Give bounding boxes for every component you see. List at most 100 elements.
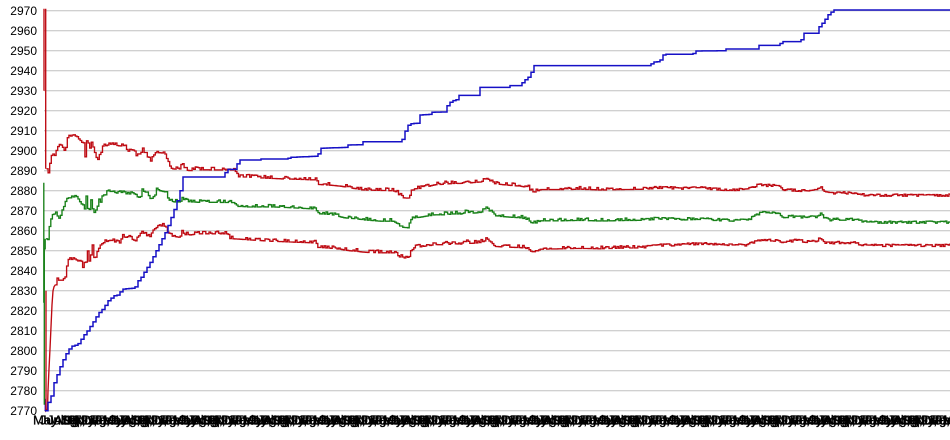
svg-text:2910: 2910 bbox=[10, 124, 37, 138]
svg-text:Jul 17,: Jul 17, bbox=[47, 413, 85, 428]
svg-text:Dec 9y,: Dec 9y, bbox=[572, 413, 615, 428]
svg-text:Aug 9y,: Aug 9y, bbox=[264, 413, 307, 428]
svg-text:Feb 9g,: Feb 9g, bbox=[656, 413, 700, 428]
svg-text:May 19,: May 19, bbox=[313, 413, 359, 428]
svg-text:Jun 9g,: Jun 9g, bbox=[390, 413, 433, 428]
svg-text:May 19,: May 19, bbox=[873, 413, 919, 428]
svg-text:Aug 9y,: Aug 9y, bbox=[124, 413, 167, 428]
svg-text:Sep 19,: Sep 19, bbox=[761, 413, 806, 428]
svg-text:2810: 2810 bbox=[10, 324, 37, 338]
svg-text:Oct 7g,: Oct 7g, bbox=[208, 413, 250, 428]
svg-text:May 19,: May 19, bbox=[943, 413, 950, 428]
svg-text:Oct 7g,: Oct 7g, bbox=[488, 413, 530, 428]
svg-text:Feb 9g,: Feb 9g, bbox=[96, 413, 140, 428]
svg-text:Jun 9g,: Jun 9g, bbox=[110, 413, 153, 428]
svg-text:2820: 2820 bbox=[10, 304, 37, 318]
svg-text:Nov 19,: Nov 19, bbox=[425, 413, 470, 428]
svg-text:Jan 17,: Jan 17, bbox=[649, 413, 692, 428]
svg-text:2860: 2860 bbox=[10, 224, 37, 238]
svg-text:Sep 19,: Sep 19, bbox=[621, 413, 666, 428]
svg-text:Jun 9g,: Jun 9g, bbox=[740, 413, 783, 428]
svg-text:Dec 9y,: Dec 9y, bbox=[362, 413, 405, 428]
svg-text:Nov 19,: Nov 19, bbox=[565, 413, 610, 428]
svg-text:Oct 7g,: Oct 7g, bbox=[278, 413, 320, 428]
svg-text:Aug 9y,: Aug 9y, bbox=[894, 413, 937, 428]
svg-text:Feb 9g,: Feb 9g, bbox=[726, 413, 770, 428]
svg-text:Nov 19,: Nov 19, bbox=[215, 413, 260, 428]
svg-text:Jan 17,: Jan 17, bbox=[509, 413, 552, 428]
svg-text:2930: 2930 bbox=[10, 84, 37, 98]
svg-text:Dec 9y,: Dec 9y, bbox=[292, 413, 335, 428]
svg-text:Nov 19,: Nov 19, bbox=[775, 413, 820, 428]
svg-text:May 19,: May 19, bbox=[453, 413, 499, 428]
svg-text:Jul 17,: Jul 17, bbox=[327, 413, 365, 428]
svg-text:Jan 17,: Jan 17, bbox=[229, 413, 272, 428]
svg-text:Oct 7g,: Oct 7g, bbox=[558, 413, 600, 428]
svg-text:2920: 2920 bbox=[10, 104, 37, 118]
svg-text:May 19,: May 19, bbox=[733, 413, 779, 428]
svg-text:Jun 9g,: Jun 9g, bbox=[600, 413, 643, 428]
svg-text:Nov 19,: Nov 19, bbox=[635, 413, 680, 428]
svg-text:Oct 7g,: Oct 7g, bbox=[138, 413, 180, 428]
svg-text:Dec 9y,: Dec 9y, bbox=[222, 413, 265, 428]
svg-text:Feb 9g,: Feb 9g, bbox=[166, 413, 210, 428]
svg-text:Feb 9g,: Feb 9g, bbox=[376, 413, 420, 428]
svg-text:Jun 9g,: Jun 9g, bbox=[40, 413, 83, 428]
svg-text:2780: 2780 bbox=[10, 384, 37, 398]
svg-text:May 19,: May 19, bbox=[803, 413, 849, 428]
svg-text:Jul 17,: Jul 17, bbox=[817, 413, 855, 428]
svg-text:Oct 7g,: Oct 7g, bbox=[628, 413, 670, 428]
svg-text:Oct 7g,: Oct 7g, bbox=[908, 413, 950, 428]
svg-text:Jul 17,: Jul 17, bbox=[677, 413, 715, 428]
svg-text:Nov 19,: Nov 19, bbox=[145, 413, 190, 428]
svg-text:Dec 9y,: Dec 9y, bbox=[922, 413, 950, 428]
svg-text:Jun 9g,: Jun 9g, bbox=[670, 413, 713, 428]
svg-text:Nov 19,: Nov 19, bbox=[75, 413, 120, 428]
svg-text:Sep 19,: Sep 19, bbox=[691, 413, 736, 428]
svg-text:Feb 9g,: Feb 9g, bbox=[586, 413, 630, 428]
svg-text:Feb 9g,: Feb 9g, bbox=[236, 413, 280, 428]
svg-text:Nov 19,: Nov 19, bbox=[705, 413, 750, 428]
svg-text:Feb 9g,: Feb 9g, bbox=[796, 413, 840, 428]
svg-text:Aug 9y,: Aug 9y, bbox=[404, 413, 447, 428]
svg-text:Jan 17,: Jan 17, bbox=[159, 413, 202, 428]
svg-text:Oct 7g,: Oct 7g, bbox=[418, 413, 460, 428]
svg-text:Jan 17,: Jan 17, bbox=[299, 413, 342, 428]
svg-text:Sep 19,: Sep 19, bbox=[271, 413, 316, 428]
svg-text:Aug 9y,: Aug 9y, bbox=[754, 413, 797, 428]
svg-text:Nov 19,: Nov 19, bbox=[285, 413, 330, 428]
svg-text:Oct 7g,: Oct 7g, bbox=[698, 413, 740, 428]
svg-text:2870: 2870 bbox=[10, 204, 37, 218]
svg-text:Jun 9g,: Jun 9g, bbox=[530, 413, 573, 428]
svg-text:Oct 7g,: Oct 7g, bbox=[838, 413, 880, 428]
svg-text:Jan 17,: Jan 17, bbox=[719, 413, 762, 428]
svg-text:Dec 9y,: Dec 9y, bbox=[852, 413, 895, 428]
svg-text:2960: 2960 bbox=[10, 24, 37, 38]
svg-text:2850: 2850 bbox=[10, 244, 37, 258]
svg-text:Sep 19,: Sep 19, bbox=[901, 413, 946, 428]
svg-text:2890: 2890 bbox=[10, 164, 37, 178]
svg-text:Dec 9y,: Dec 9y, bbox=[712, 413, 755, 428]
svg-text:2830: 2830 bbox=[10, 284, 37, 298]
svg-text:Jul 17,: Jul 17, bbox=[887, 413, 925, 428]
svg-text:May 19,: May 19, bbox=[33, 413, 79, 428]
svg-text:Jun 9g,: Jun 9g, bbox=[320, 413, 363, 428]
svg-text:Jun 9g,: Jun 9g, bbox=[810, 413, 853, 428]
svg-text:Jul 17,: Jul 17, bbox=[467, 413, 505, 428]
svg-text:Aug 9y,: Aug 9y, bbox=[54, 413, 97, 428]
svg-text:Jan 17,: Jan 17, bbox=[439, 413, 482, 428]
svg-text:2950: 2950 bbox=[10, 44, 37, 58]
svg-text:Oct 7g,: Oct 7g, bbox=[768, 413, 810, 428]
svg-text:2940: 2940 bbox=[10, 64, 37, 78]
svg-text:Jun 9g,: Jun 9g, bbox=[460, 413, 503, 428]
svg-text:Dec 9y,: Dec 9y, bbox=[152, 413, 195, 428]
svg-text:Aug 9y,: Aug 9y, bbox=[544, 413, 587, 428]
svg-text:Oct 7g,: Oct 7g, bbox=[348, 413, 390, 428]
svg-text:Jan 17,: Jan 17, bbox=[579, 413, 622, 428]
svg-text:Jul 17,: Jul 17, bbox=[607, 413, 645, 428]
svg-text:Feb 9g,: Feb 9g, bbox=[446, 413, 490, 428]
svg-text:Sep 19,: Sep 19, bbox=[831, 413, 876, 428]
svg-text:2800: 2800 bbox=[10, 344, 37, 358]
svg-text:Aug 9y,: Aug 9y, bbox=[824, 413, 867, 428]
svg-text:Jun 9g,: Jun 9g, bbox=[180, 413, 223, 428]
